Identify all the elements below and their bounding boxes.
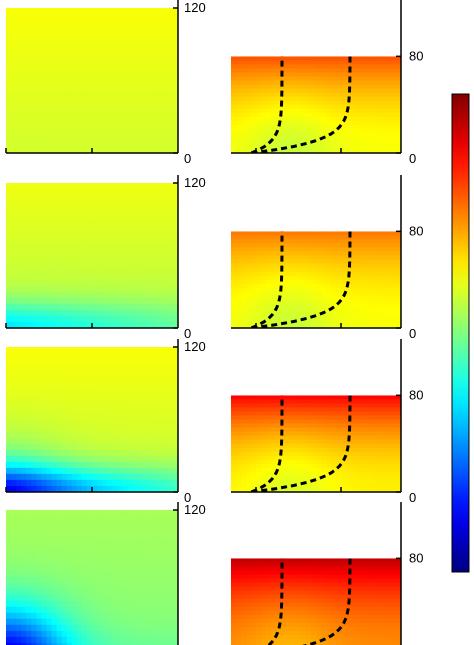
panel-r2-right: 80 0 bbox=[231, 175, 423, 341]
y-tick-label: 80 bbox=[409, 223, 423, 238]
contour-line-1 bbox=[250, 395, 284, 493]
panel-r1-right: 80 0 bbox=[231, 0, 423, 166]
y-tick-label: 0 bbox=[409, 151, 416, 166]
contour-line-1 bbox=[250, 231, 284, 328]
heatmap-field bbox=[231, 231, 401, 328]
contour-line-1 bbox=[250, 56, 284, 153]
panel-r1-left: 120 0 bbox=[5, 0, 206, 166]
contour-line-2 bbox=[251, 56, 352, 153]
y-tick-label: 120 bbox=[184, 502, 206, 517]
y-tick-label: 120 bbox=[184, 175, 206, 190]
colorbar bbox=[451, 93, 470, 573]
panel-r3-right: 80 0 bbox=[231, 339, 423, 505]
y-tick-label: 0 bbox=[409, 490, 416, 505]
heatmap-field bbox=[6, 8, 178, 153]
contour-line-1 bbox=[266, 558, 284, 645]
heatmap-field bbox=[6, 347, 178, 492]
colorbar-gradient bbox=[451, 93, 470, 573]
y-tick-label: 0 bbox=[409, 326, 416, 341]
panel-r4-right: 800 bbox=[231, 502, 423, 645]
y-tick-label: 80 bbox=[409, 387, 423, 402]
panel-r3-left: 120 0 bbox=[5, 339, 206, 505]
heatmap-field bbox=[231, 395, 401, 493]
y-tick-label: 0 bbox=[184, 326, 191, 341]
y-tick-label: 0 bbox=[184, 151, 191, 166]
heatmap-field bbox=[231, 56, 401, 153]
contour-line-2 bbox=[251, 395, 352, 493]
heatmap-field bbox=[6, 510, 178, 645]
panel-r2-left: 120 0 bbox=[5, 175, 206, 341]
contour-line-2 bbox=[251, 231, 352, 328]
y-tick-label: 0 bbox=[184, 490, 191, 505]
y-tick-label: 120 bbox=[184, 0, 206, 15]
contour-line-2 bbox=[302, 558, 352, 645]
heatmap-field bbox=[231, 558, 401, 645]
panels-layer: 1200800120080012008001200800 bbox=[5, 0, 423, 645]
y-tick-label: 80 bbox=[409, 48, 423, 63]
y-tick-label: 80 bbox=[409, 550, 423, 565]
y-tick-label: 120 bbox=[184, 339, 206, 354]
heatmap-field bbox=[6, 183, 178, 328]
